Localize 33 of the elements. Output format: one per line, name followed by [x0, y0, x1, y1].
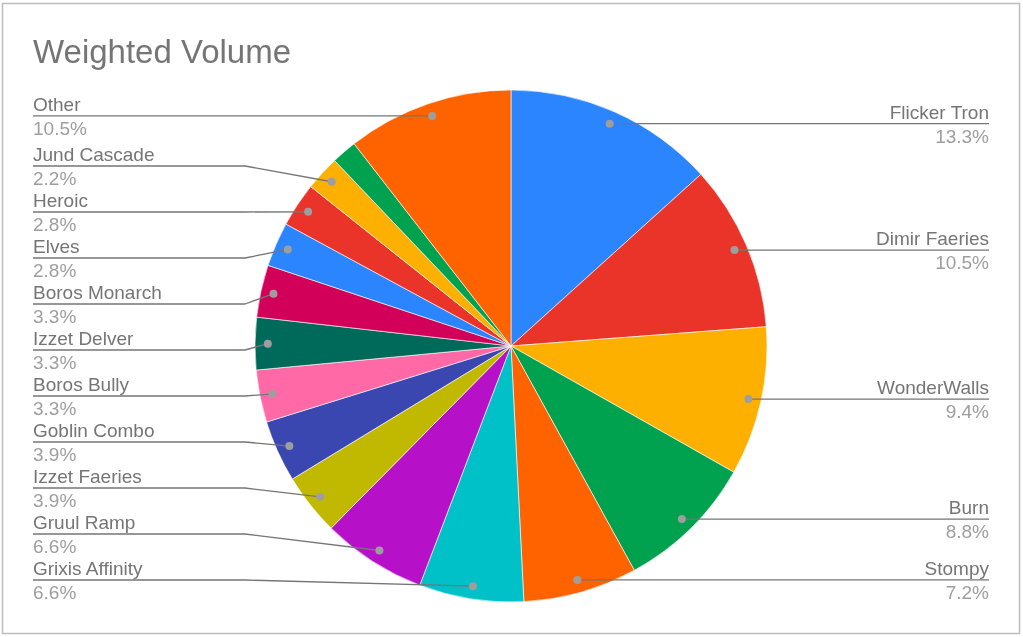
data-label: 9.4%	[945, 401, 990, 423]
data-label: 10.5%	[935, 252, 990, 274]
slice-label: Other	[33, 93, 82, 115]
slice-label: WonderWalls	[877, 377, 989, 399]
slice-label: Heroic	[33, 190, 88, 211]
slice-label: Stompy	[924, 557, 990, 579]
data-label: 3.3%	[33, 352, 77, 373]
data-label: 2.8%	[33, 214, 77, 235]
slice-label: Grixis Affinity	[33, 558, 143, 579]
slice-label: Boros Monarch	[33, 282, 162, 303]
data-label: 10.5%	[33, 117, 87, 139]
slice-label: Flicker Tron	[889, 101, 989, 123]
data-label: 13.3%	[935, 125, 990, 147]
data-label: 7.2%	[945, 581, 990, 603]
chart-title: Weighted Volume	[33, 33, 292, 70]
slice-label: Goblin Combo	[33, 420, 155, 441]
slice-label: Jund Cascade	[33, 144, 155, 165]
slice-label: Izzet Faeries	[33, 466, 142, 487]
data-label: 3.9%	[33, 444, 77, 465]
data-label: 3.3%	[33, 398, 77, 419]
data-label: 2.2%	[33, 168, 77, 189]
data-label: 6.6%	[33, 582, 77, 603]
data-label: 3.3%	[33, 306, 77, 327]
data-label: 6.6%	[33, 536, 77, 557]
data-label: 2.8%	[33, 260, 77, 281]
data-label: 3.9%	[33, 490, 77, 511]
slice-label: Burn	[948, 497, 989, 519]
slice-label: Boros Bully	[33, 374, 130, 395]
slice-label: Gruul Ramp	[33, 512, 136, 533]
data-label: 8.8%	[945, 521, 990, 543]
slice-label: Elves	[33, 236, 80, 257]
slice-label: Izzet Delver	[33, 328, 134, 349]
slice-label: Dimir Faeries	[876, 228, 989, 250]
